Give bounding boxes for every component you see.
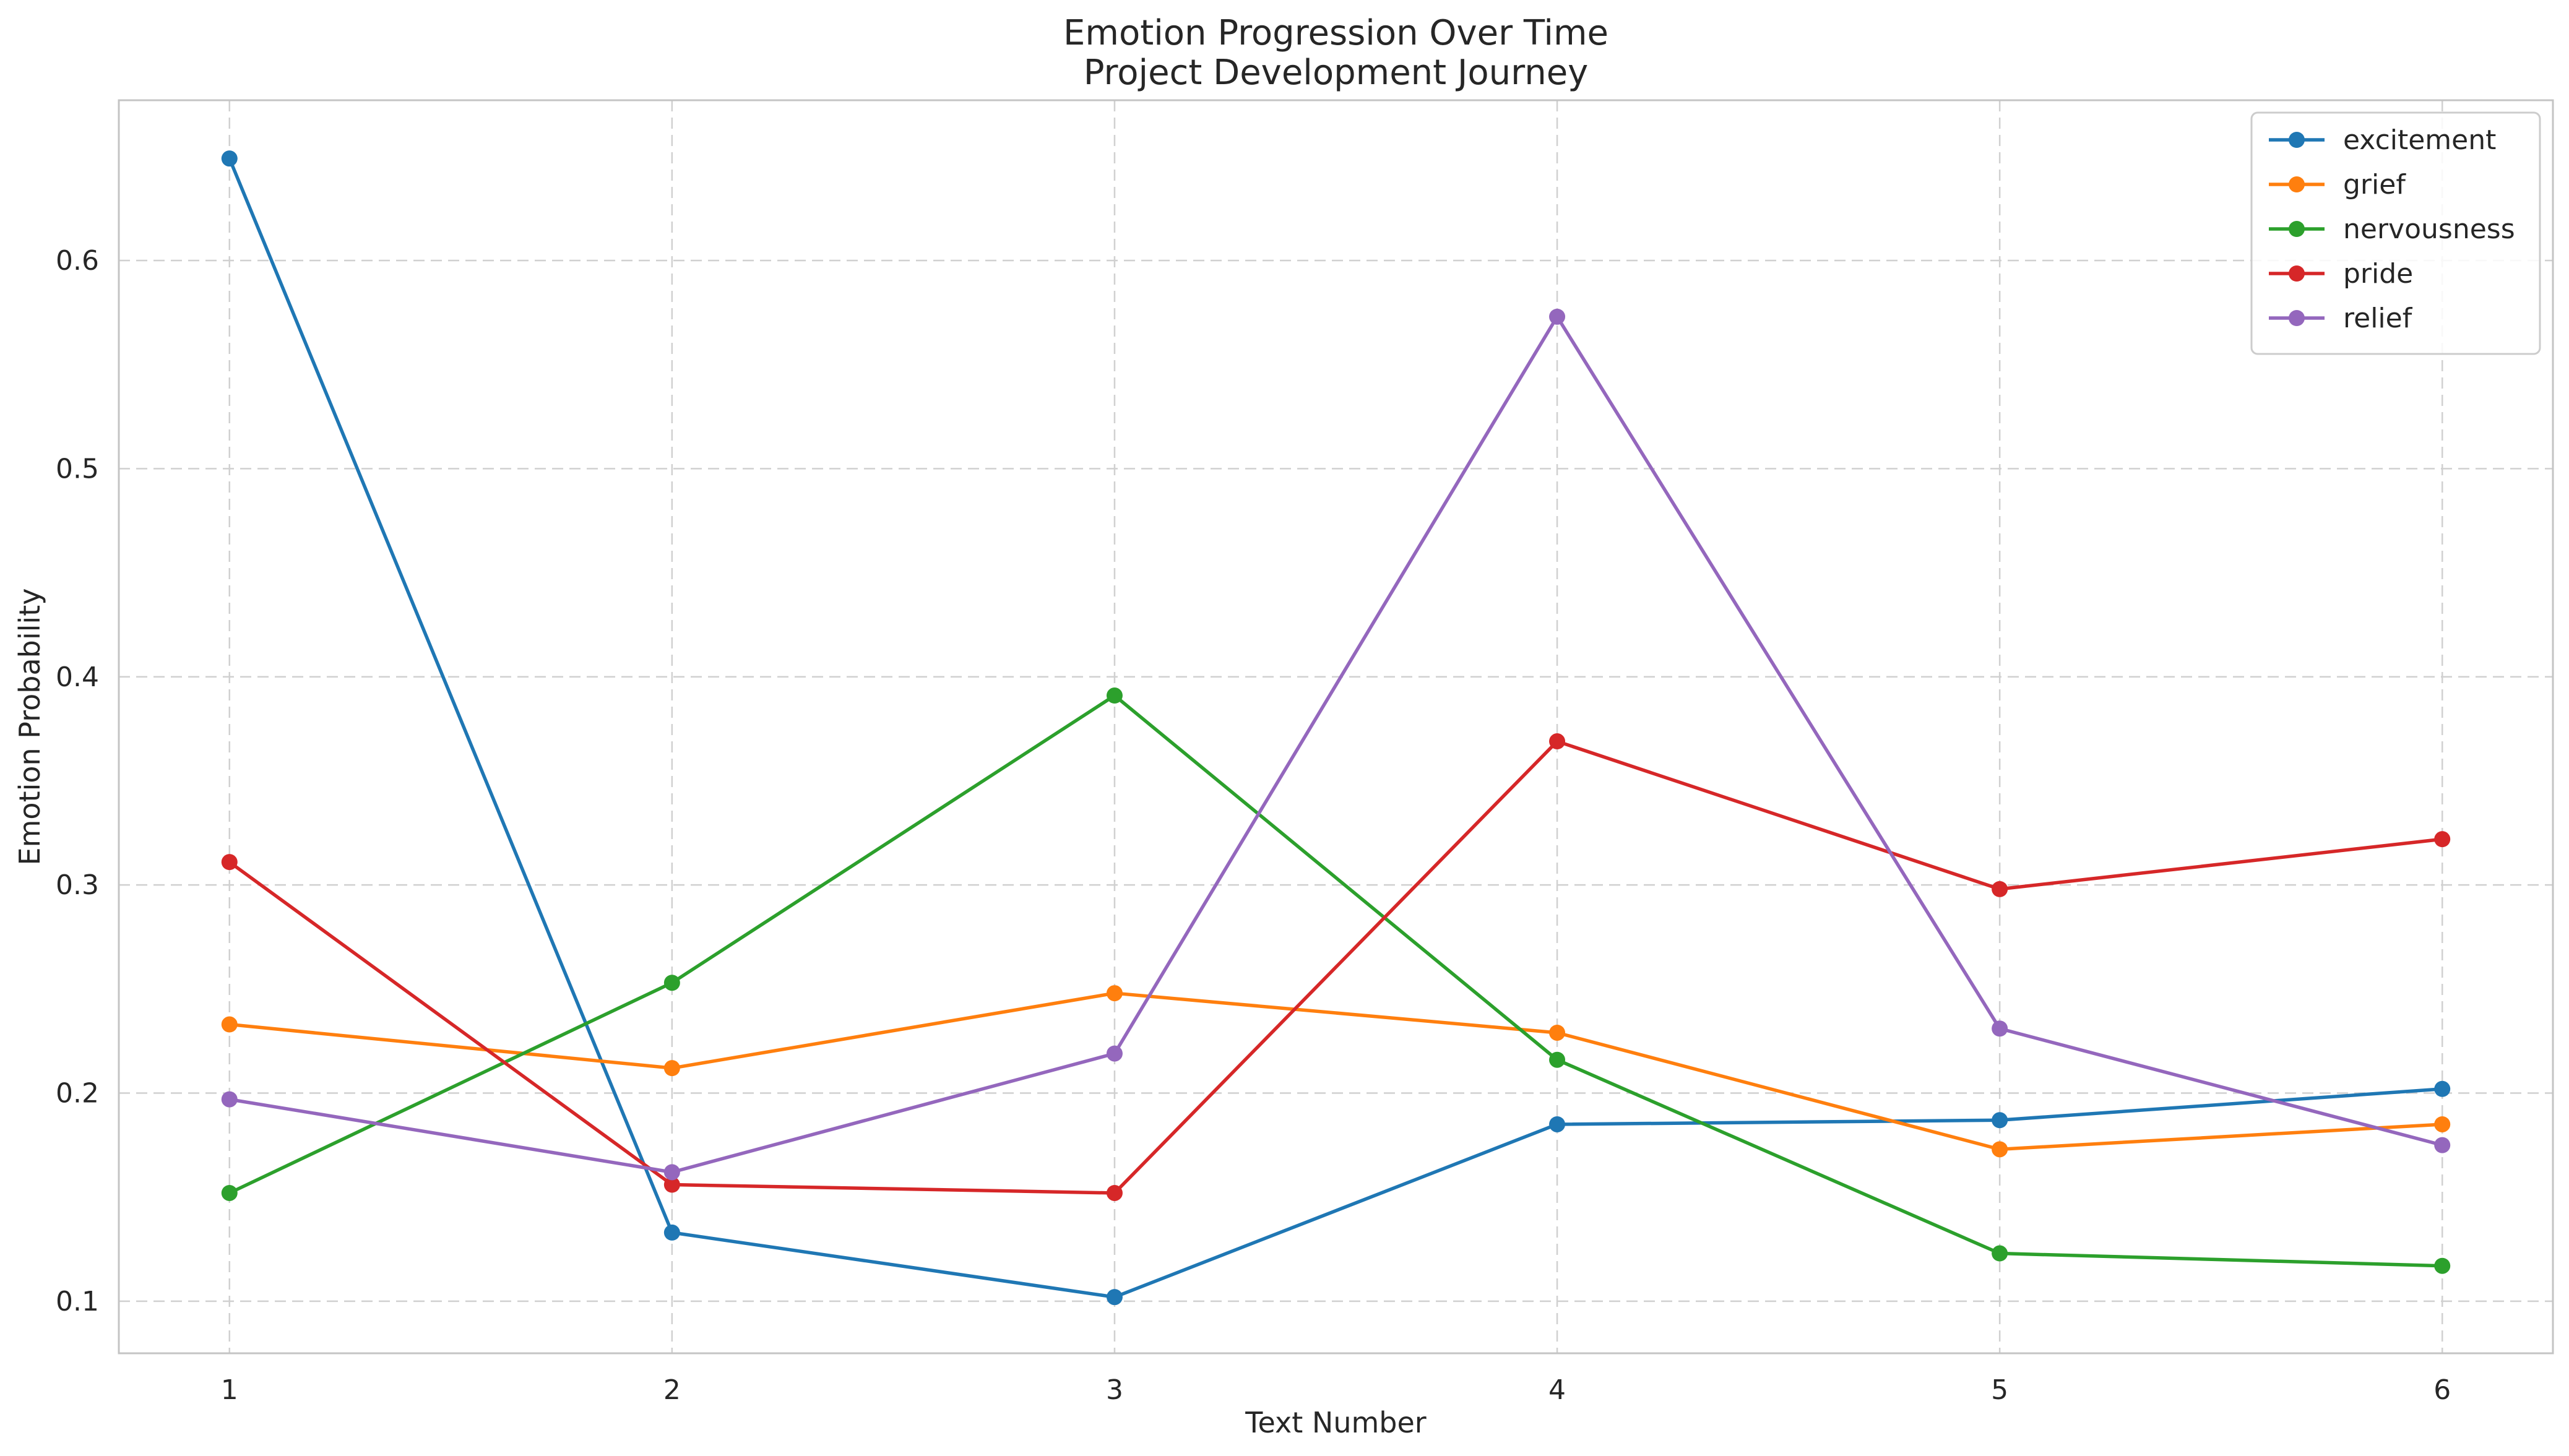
data-point [1106,1289,1123,1306]
data-point [2434,1137,2451,1153]
y-axis-label: Emotion Probability [13,588,46,866]
legend-swatch-marker [2289,221,2305,237]
series-line [229,315,2443,1174]
data-point [221,854,238,871]
axis-ticks: 1 2 3 4 5 6 0.1 0.2 0.3 0.4 0.5 0.6 [56,245,2451,1406]
legend-item: pride [2269,258,2413,290]
x-tick-label: 2 [663,1374,681,1406]
y-tick-label: 0.1 [56,1286,99,1317]
legend-box [2250,111,2541,355]
data-point [663,1176,680,1193]
y-tick-label: 0.5 [56,453,99,485]
y-tick-label: 0.6 [56,245,99,277]
series-lines [221,150,2451,1306]
data-point [221,1091,238,1108]
data-point [1992,881,2008,897]
chart-title: Emotion Progression Over Time [1063,13,1608,53]
data-point [663,1060,680,1077]
legend-item: grief [2269,169,2406,200]
y-tick-label: 0.2 [56,1078,99,1109]
legend-swatch-marker [2289,310,2305,326]
legend-swatch-marker [2289,176,2305,192]
data-point [1549,1024,1566,1041]
x-axis-label: Text Number [1245,1406,1427,1439]
legend-swatch-marker [2289,132,2305,148]
series-nervousness [221,687,2451,1274]
data-point [1549,1051,1566,1068]
legend-label: grief [2343,169,2406,200]
series-pride [221,733,2451,1201]
data-point [2434,831,2451,848]
legend-label: relief [2343,303,2413,334]
legend-swatch-marker [2289,265,2305,282]
data-point [1992,1112,2008,1129]
data-point [663,1224,680,1241]
legend-label: excitement [2343,124,2496,156]
data-point [221,1184,238,1201]
data-point [2434,1116,2451,1132]
data-point [221,150,238,167]
x-tick-label: 6 [2433,1374,2451,1406]
data-point [1106,1184,1123,1201]
series-line [229,991,2443,1152]
series-grief [221,985,2451,1158]
data-point [221,1016,238,1033]
legend-label: pride [2343,258,2413,290]
legend-label: nervousness [2343,213,2515,245]
grid [119,100,2553,1353]
data-point [1106,1045,1123,1062]
chart-subtitle: Project Development Journey [1084,53,1589,93]
x-tick-label: 3 [1106,1374,1123,1406]
data-point [1549,308,1566,325]
data-point [1549,733,1566,750]
data-point [1992,1020,2008,1037]
legend-item: nervousness [2269,213,2515,245]
data-point [663,975,680,991]
series-excitement [221,150,2451,1306]
plot-frame [118,99,2554,1355]
x-tick-label: 4 [1548,1374,1566,1406]
series-line [228,158,2443,1299]
legend-item: excitement [2269,124,2496,156]
data-point [663,1164,680,1181]
y-tick-label: 0.4 [56,661,99,693]
x-tick-label: 1 [221,1374,238,1406]
x-tick-label: 5 [1991,1374,2008,1406]
legend: excitement grief nervousness pride relief [2250,111,2541,355]
data-point [2434,1080,2451,1097]
series-line [228,694,2443,1268]
data-point [1106,985,1123,1002]
data-point [1106,687,1123,704]
legend-item: relief [2269,303,2413,334]
series-line [228,739,2443,1195]
data-point [2434,1257,2451,1274]
data-point [1549,1116,1566,1132]
data-point [1992,1245,2008,1262]
data-point [1992,1141,2008,1158]
y-tick-label: 0.3 [56,869,99,901]
series-relief [221,308,2451,1181]
